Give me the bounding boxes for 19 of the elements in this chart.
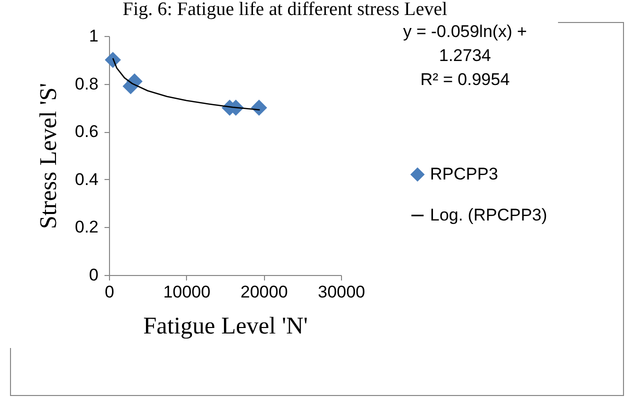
x-tick-label: 0 <box>104 282 114 302</box>
x-tick-label: 30000 <box>318 282 366 302</box>
point <box>104 52 121 68</box>
text: y = -0.059ln(x) + 1.2734 <box>402 21 528 67</box>
y-tick-label: 0.6 <box>74 122 98 142</box>
x-axis-title: Fatigue Level 'N' <box>143 314 308 340</box>
y-axis-title: Stress Level 'S' <box>36 83 62 229</box>
legend-label: Log. (RPCPP3) <box>430 206 548 224</box>
y-tick-label: 0.8 <box>74 74 98 94</box>
y-tick-label: 0.4 <box>74 170 98 189</box>
point <box>250 100 268 116</box>
y-tick-label: 0.2 <box>74 218 98 237</box>
x-tick-label: 20000 <box>240 282 288 302</box>
y-tick-label: 0 <box>89 266 98 284</box>
legend-label: RPCPP3 <box>430 164 498 184</box>
chart-title: Fig. 6: Fatigue life at different stress Level <box>122 0 448 20</box>
text: R² = 0.9954 <box>419 69 511 91</box>
x-tick-label: 10000 <box>163 282 210 302</box>
y-tick-label: 1 <box>89 26 98 46</box>
